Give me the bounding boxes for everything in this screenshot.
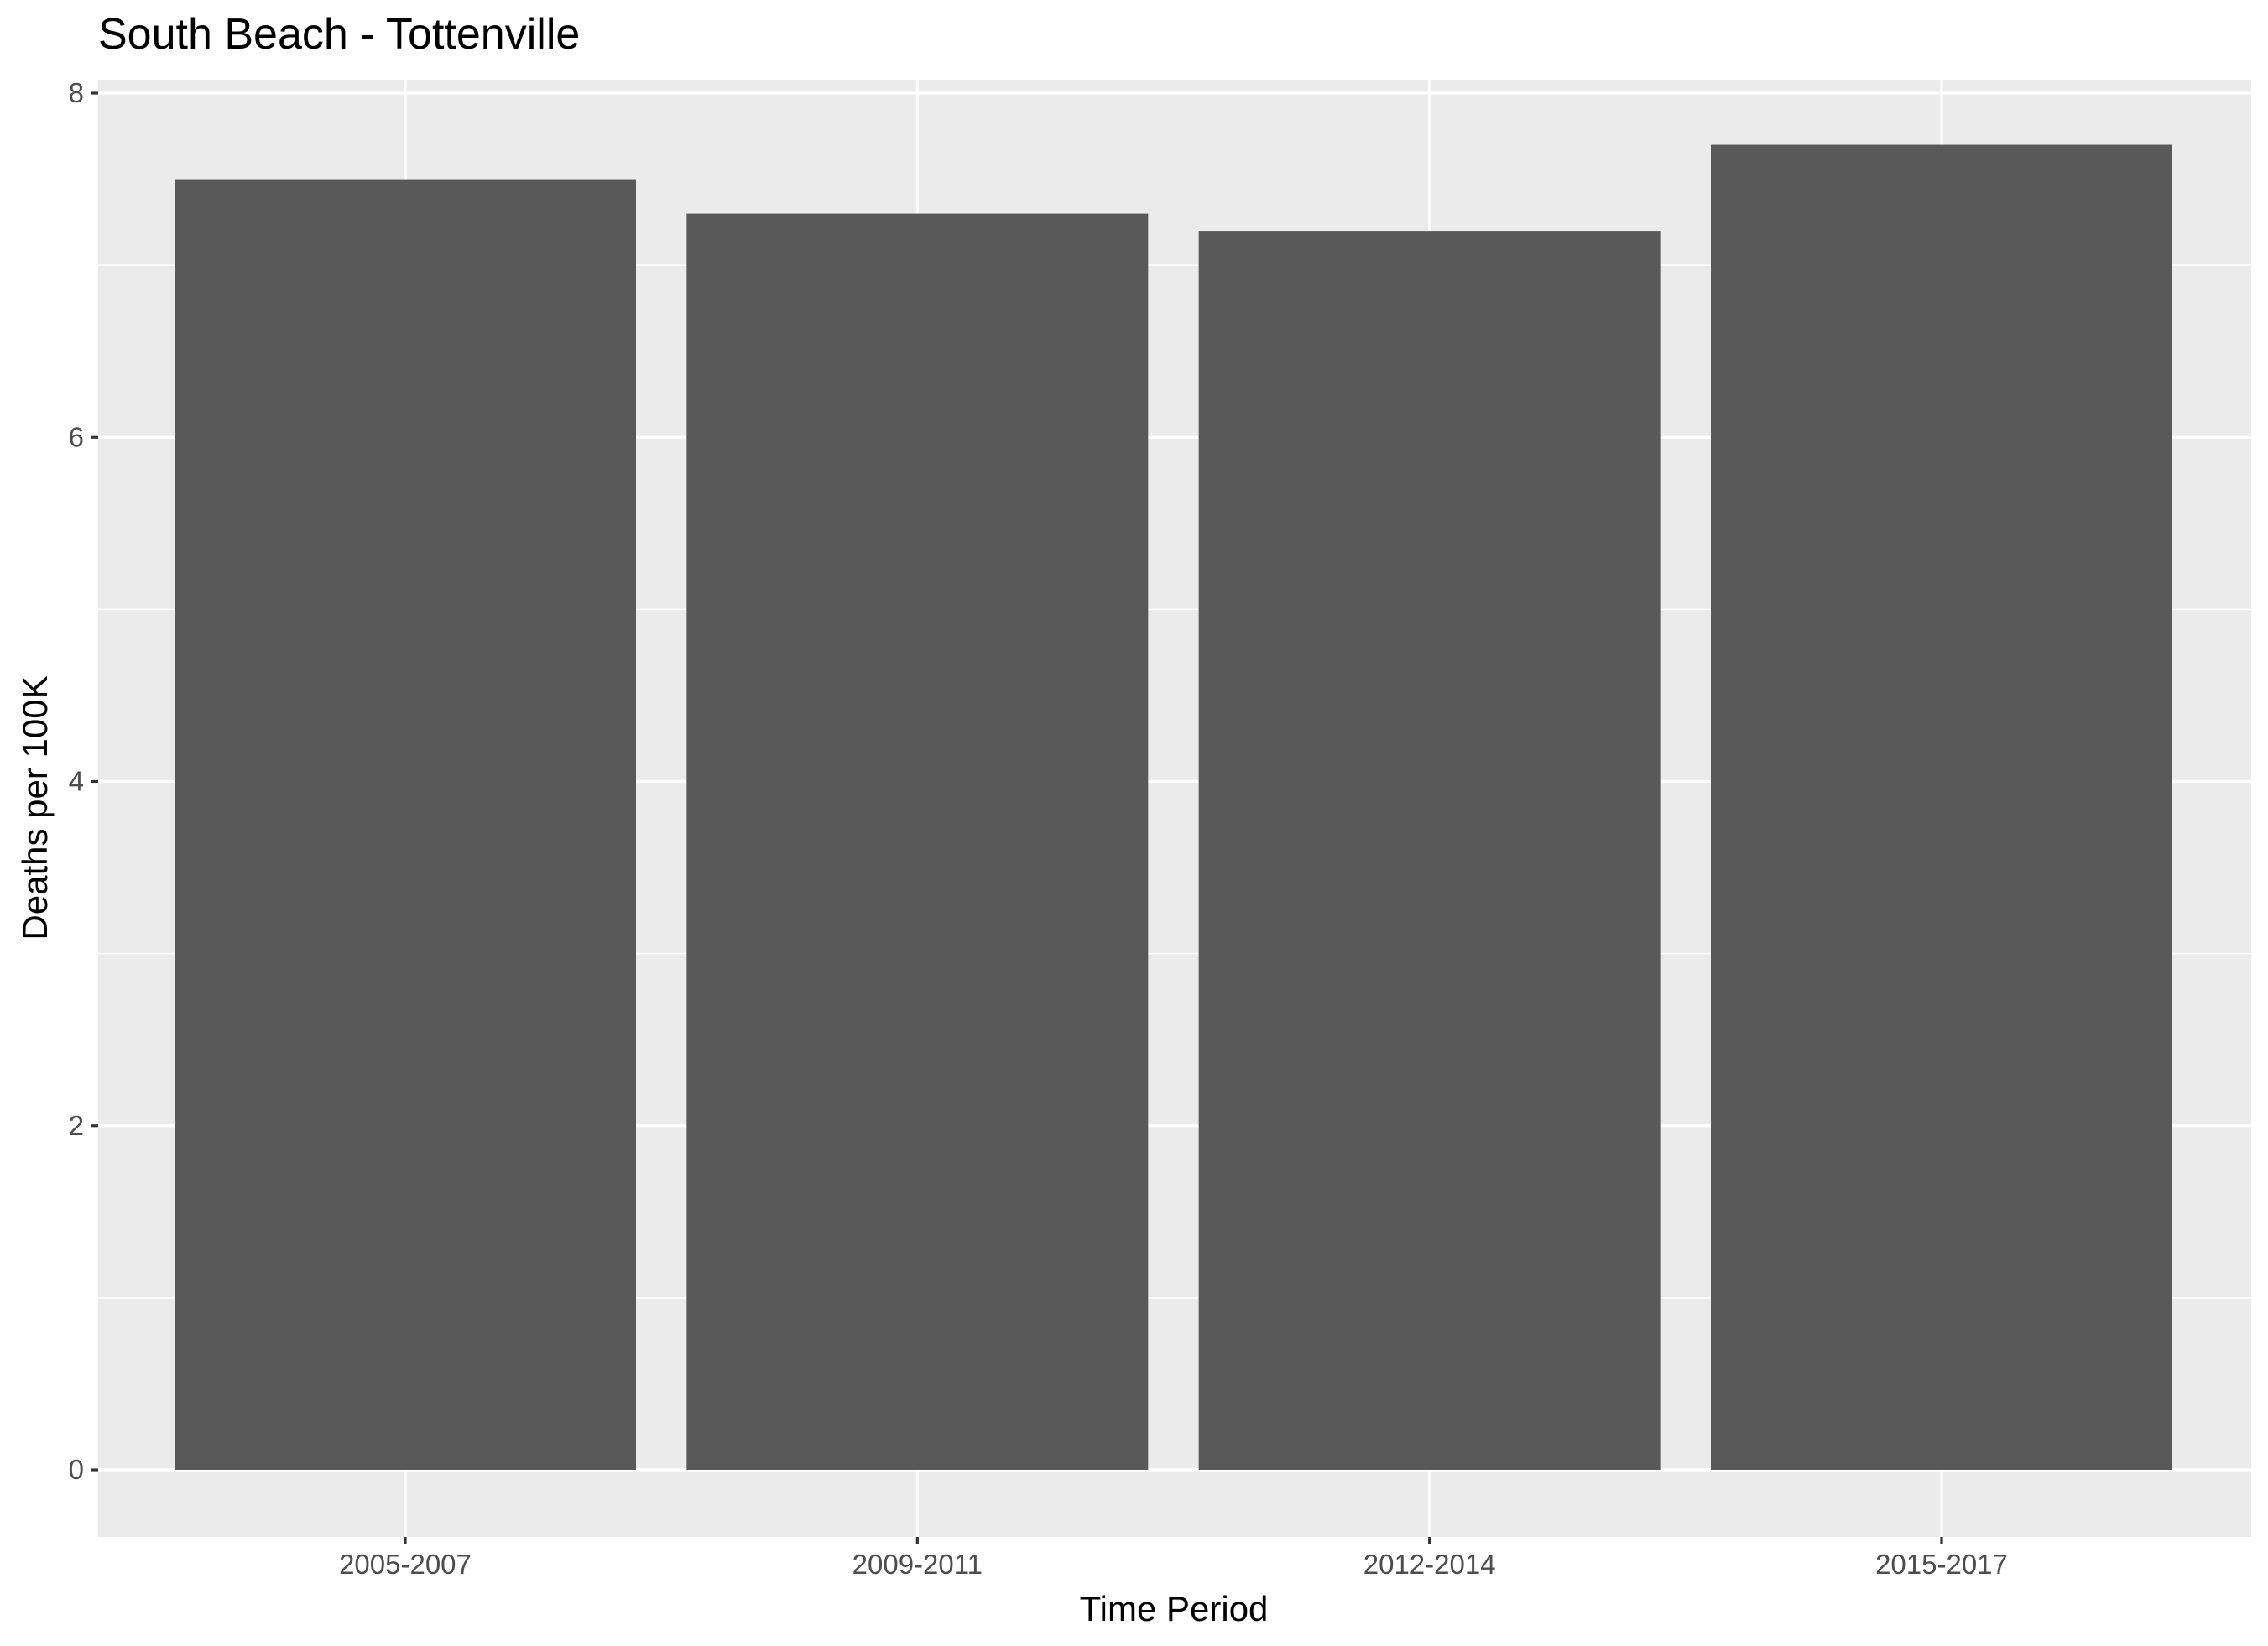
bars	[175, 144, 2172, 1471]
bar	[175, 179, 636, 1470]
chart-title: South Beach - Tottenville	[98, 10, 580, 59]
bar	[686, 213, 1149, 1470]
x-tick-label: 2015-2017	[1875, 1549, 2008, 1580]
y-tick-label: 6	[69, 421, 84, 452]
y-tick-label: 8	[69, 77, 84, 108]
y-tick-label: 2	[69, 1110, 84, 1141]
x-tick-label: 2005-2007	[339, 1549, 472, 1580]
x-axis: 2005-2007 2009-2011 2012-2014 2015-2017	[339, 1537, 2008, 1580]
y-tick-label: 4	[69, 766, 84, 797]
y-axis: 0 2 4 6 8	[69, 77, 98, 1485]
x-axis-title: Time Period	[1080, 1589, 1269, 1628]
x-tick-label: 2009-2011	[852, 1549, 983, 1580]
bar	[1711, 144, 2172, 1471]
bar	[1198, 231, 1661, 1471]
y-axis-title: Deaths per 100K	[15, 675, 55, 940]
y-tick-label: 0	[69, 1454, 84, 1485]
x-tick-label: 2012-2014	[1363, 1549, 1496, 1580]
